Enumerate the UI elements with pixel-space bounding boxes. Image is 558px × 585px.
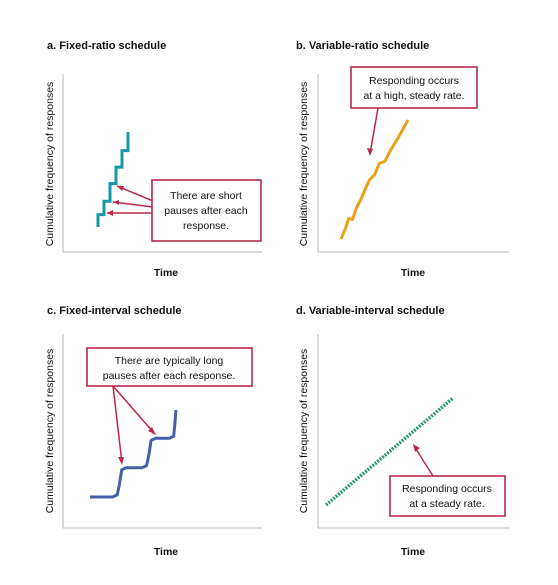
panel-a-callout-line-1: There are short — [170, 190, 242, 202]
panel-c-title: c. Fixed-interval schedule — [47, 305, 182, 317]
panel-d-callout-box — [389, 475, 506, 517]
panel-c-callout-line-2: pauses after each response. — [103, 370, 236, 382]
panel-a-series-line — [96, 132, 130, 227]
panel-d-arrow — [413, 445, 434, 477]
panel-c-callout-line-1: There are typically long — [115, 355, 224, 367]
panel-d-callout-line-2: at a steady rate. — [409, 498, 484, 510]
panel-b-callout-line-2: at a high, steady rate. — [364, 90, 465, 102]
panel-d-ylabel: Cumulative frequency of responses — [298, 349, 310, 514]
panel-a-callout-line-3: response. — [183, 220, 229, 232]
panel-d: d. Variable-interval schedule Cumulative… — [296, 305, 509, 558]
panel-a: a. Fixed-ratio schedule Cumulative frequ… — [44, 40, 262, 279]
panel-b-xlabel: Time — [401, 267, 425, 279]
panel-d-series-line — [324, 396, 455, 507]
panel-a-callout-line-2: pauses after each — [164, 205, 248, 217]
panel-d-xlabel: Time — [401, 546, 425, 558]
panel-a-arrows — [107, 185, 154, 214]
panel-c-xlabel: Time — [154, 546, 178, 558]
panel-d-callout-line-1: Responding occurs — [402, 483, 492, 495]
panel-c-series-line — [90, 409, 178, 499]
panel-d-title: d. Variable-interval schedule — [296, 305, 445, 317]
panel-b-arrowhead — [367, 148, 373, 156]
panel-b-arrow — [369, 107, 379, 155]
panel-c-arrowheads — [118, 427, 156, 465]
panel-a-ylabel: Cumulative frequency of responses — [44, 82, 56, 247]
panel-c-arrows — [112, 385, 155, 464]
panel-a-xlabel: Time — [154, 267, 178, 279]
panel-d-arrowhead — [413, 444, 420, 452]
panel-c-callout-box — [86, 347, 253, 387]
panel-b-series-line — [339, 119, 410, 240]
panel-c-ylabel: Cumulative frequency of responses — [44, 349, 56, 514]
panel-b-title: b. Variable-ratio schedule — [296, 40, 429, 52]
panel-c: c. Fixed-interval schedule Cumulative fr… — [44, 305, 262, 558]
panel-a-callout-box — [151, 179, 262, 242]
panel-b-callout-line-1: Responding occurs — [369, 75, 459, 87]
panel-b-callout-box — [350, 66, 478, 109]
panel-a-arrowheads — [107, 186, 124, 216]
panel-b-ylabel: Cumulative frequency of responses — [298, 82, 310, 247]
panel-b: b. Variable-ratio schedule Cumulative fr… — [296, 40, 509, 279]
panel-a-title: a. Fixed-ratio schedule — [47, 40, 166, 52]
